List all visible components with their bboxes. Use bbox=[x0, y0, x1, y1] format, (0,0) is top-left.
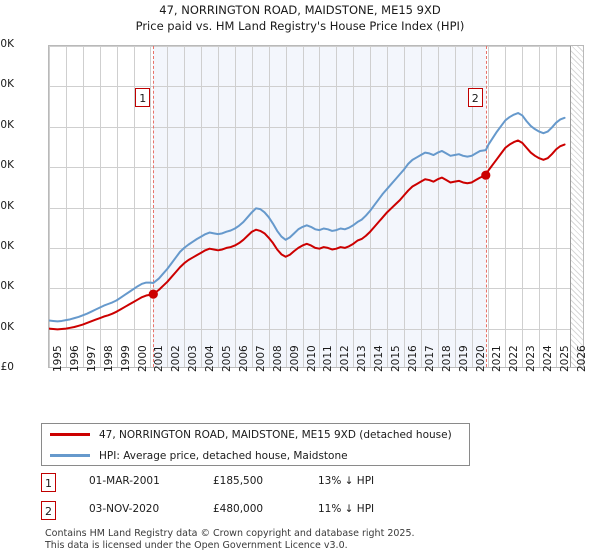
chart-event-marker-1: 1 bbox=[135, 88, 151, 107]
transaction-date-2: 03-NOV-2020 bbox=[89, 503, 160, 515]
legend-label-hpi: HPI: Average price, detached house, Maid… bbox=[99, 449, 348, 462]
y-axis-tick-label: £200K bbox=[0, 280, 14, 293]
y-axis-tick-label: £500K bbox=[0, 159, 14, 172]
footer-line-1: Contains HM Land Registry data © Crown c… bbox=[45, 528, 415, 539]
transactions-table: 1 01-MAR-2001 £185,500 13% ↓ HPI 2 03-NO… bbox=[41, 472, 471, 528]
attribution-footer: Contains HM Land Registry data © Crown c… bbox=[45, 528, 590, 551]
legend-swatch-hpi bbox=[50, 454, 90, 457]
legend-swatch-property bbox=[50, 433, 90, 436]
y-axis-tick-label: £100K bbox=[0, 320, 14, 333]
y-axis-tick-label: £400K bbox=[0, 199, 14, 212]
transaction-price-2: £480,000 bbox=[213, 503, 264, 515]
footer-line-2: This data is licensed under the Open Gov… bbox=[45, 539, 348, 551]
future-hatched-region bbox=[570, 46, 583, 367]
transaction-hpi-delta-1: 13% ↓ HPI bbox=[318, 475, 375, 487]
transaction-date-1: 01-MAR-2001 bbox=[89, 475, 160, 487]
table-row: 1 01-MAR-2001 £185,500 13% ↓ HPI bbox=[41, 472, 471, 500]
chart-legend: 47, NORRINGTON ROAD, MAIDSTONE, ME15 9XD… bbox=[41, 423, 470, 466]
page-title: 47, NORRINGTON ROAD, MAIDSTONE, ME15 9XD… bbox=[0, 2, 600, 34]
chart-event-marker-2: 2 bbox=[467, 88, 483, 107]
transaction-marker-2: 2 bbox=[41, 501, 56, 520]
title-line-2: Price paid vs. HM Land Registry's House … bbox=[135, 19, 465, 33]
y-axis-tick-label: £800K bbox=[0, 38, 14, 50]
y-axis-tick-label: £700K bbox=[0, 78, 14, 91]
y-axis-tick-label: £300K bbox=[0, 239, 14, 252]
title-line-1: 47, NORRINGTON ROAD, MAIDSTONE, ME15 9XD bbox=[159, 3, 441, 17]
table-row: 2 03-NOV-2020 £480,000 11% ↓ HPI bbox=[41, 500, 471, 528]
transaction-hpi-delta-2: 11% ↓ HPI bbox=[318, 503, 375, 515]
legend-item-hpi: HPI: Average price, detached house, Maid… bbox=[42, 445, 469, 466]
y-axis-tick-label: £0 bbox=[0, 361, 14, 373]
transaction-price-1: £185,500 bbox=[213, 475, 264, 487]
event-line-1 bbox=[153, 46, 155, 367]
transaction-marker-1: 1 bbox=[41, 473, 56, 492]
event-line-2 bbox=[485, 46, 487, 367]
y-axis-tick-label: £600K bbox=[0, 118, 14, 131]
legend-label-property: 47, NORRINGTON ROAD, MAIDSTONE, ME15 9XD… bbox=[99, 428, 452, 441]
legend-item-property: 47, NORRINGTON ROAD, MAIDSTONE, ME15 9XD… bbox=[42, 424, 469, 445]
chart-plot-area bbox=[48, 45, 584, 368]
chart-series-lines bbox=[49, 112, 566, 331]
